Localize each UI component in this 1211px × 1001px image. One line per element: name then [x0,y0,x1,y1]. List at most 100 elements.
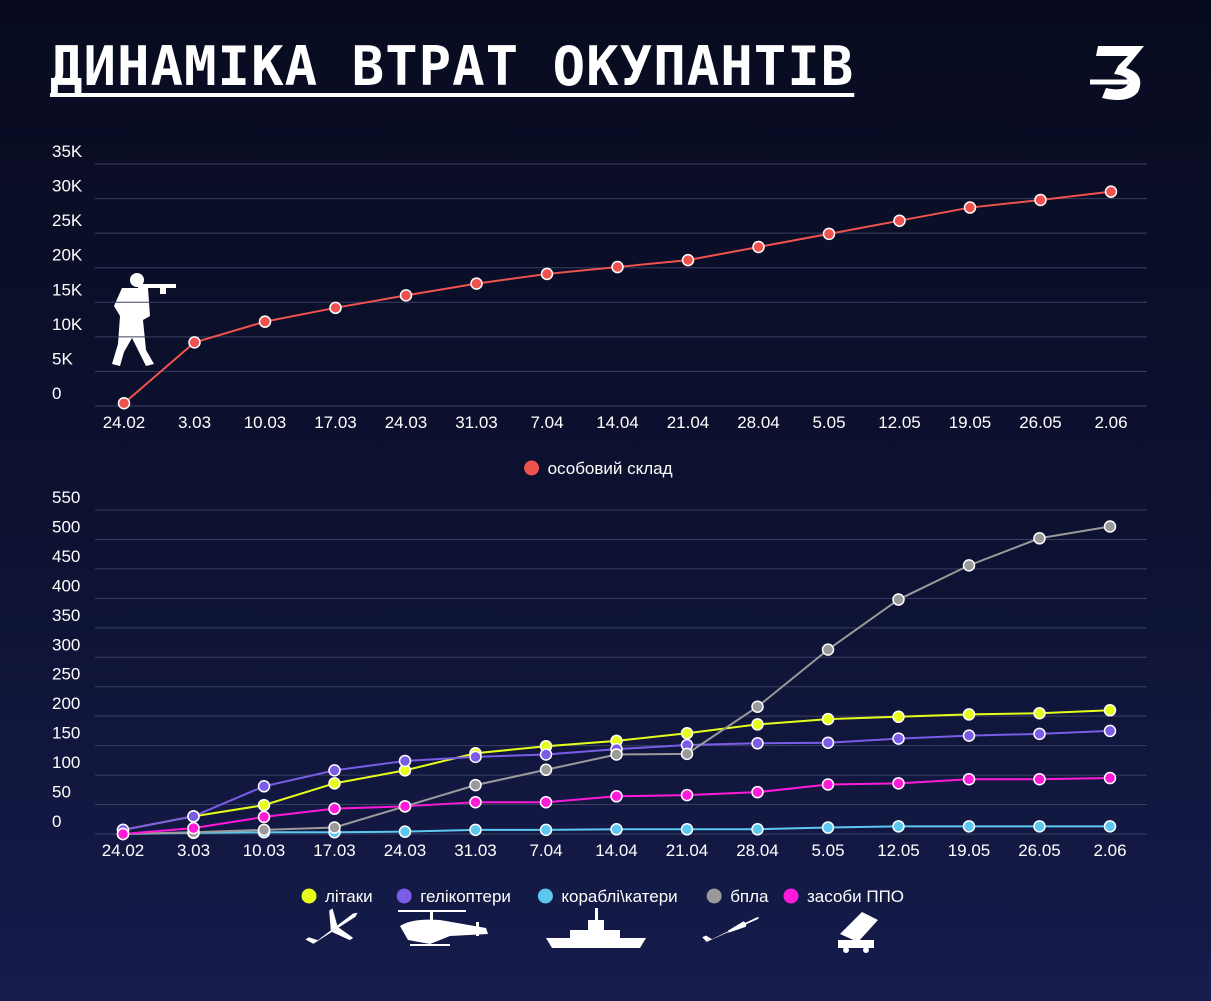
legend-marker [706,888,722,904]
data-point [539,823,553,837]
helicopter-icon [398,910,488,946]
data-point [257,798,271,812]
x-tick-label: 28.04 [736,841,779,860]
data-point [1034,193,1047,207]
data-point [751,718,764,731]
data-point [328,764,341,777]
legend-label: особовий склад [548,459,673,478]
data-point [893,214,906,227]
y-tick-label: 0 [52,384,61,403]
data-point [258,315,272,328]
x-tick-label: 12.05 [877,841,920,860]
x-tick-label: 3.03 [178,413,211,432]
data-point [470,277,483,290]
y-tick-label: 450 [52,547,80,566]
data-point [257,810,271,824]
data-point [1033,820,1046,833]
x-tick-label: 31.03 [455,413,498,432]
data-point [398,754,412,768]
legend-marker [783,888,799,904]
data-point [398,800,412,813]
x-tick-label: 7.04 [529,841,562,860]
data-point [892,777,905,790]
y-tick-label: 35K [52,142,83,161]
data-point [1033,772,1046,786]
x-tick-label: 14.04 [596,413,639,432]
ship-icon [546,908,646,948]
data-point [892,593,905,606]
x-tick-label: 12.05 [878,413,921,432]
data-point [399,289,413,302]
data-point [680,747,694,761]
data-point [1033,532,1046,545]
data-point [611,260,624,274]
legend-marker [537,888,553,904]
personnel-chart: 0 5K 10K 15K 20K 25K 30K 35K 24.02 3.03 10.03 17.0… [52,142,1147,478]
y-tick-label: 100 [52,753,80,772]
x-tick-label: 24.02 [103,413,146,432]
x-tick-label: 28.04 [737,413,780,432]
x-tick-label: 17.03 [314,413,357,432]
data-point [962,820,976,833]
data-point [398,825,412,838]
data-point [1103,820,1117,833]
x-tick-label: 2.06 [1094,413,1127,432]
data-point [962,708,976,721]
x-tick-label: 24.02 [102,841,145,860]
x-tick-label: 5.05 [811,841,844,860]
legend-label: засоби ППО [807,887,904,906]
x-tick-label: 10.03 [243,841,286,860]
legend-marker [396,888,412,904]
y-tick-label: 150 [52,724,80,743]
data-point [962,772,976,786]
data-point [539,795,553,809]
data-point [188,336,201,349]
x-tick-label: 5.05 [812,413,845,432]
data-point [1033,706,1046,720]
data-point [962,729,976,742]
logo-icon [1090,46,1144,100]
data-point [892,820,905,833]
data-point [1103,704,1117,717]
data-point [469,823,482,837]
x-tick-label: 21.04 [667,413,710,432]
data-point [751,700,764,714]
x-tick-label: 2.06 [1093,841,1126,860]
x-tick-label: 3.03 [177,841,210,860]
data-point [822,227,836,241]
soldier-icon [112,273,176,366]
data-point [821,821,835,834]
data-point [1103,520,1117,533]
y-tick-label: 15K [52,280,83,299]
y-tick-label: 20K [52,246,83,265]
x-tick-label: 24.03 [384,841,427,860]
data-point [1103,724,1117,738]
y-tick-label: 25K [52,211,83,230]
y-tick-label: 350 [52,606,80,625]
x-tick-label: 21.04 [666,841,709,860]
legend-marker [301,888,317,904]
series-line [122,525,1111,835]
y-tick-label: 400 [52,576,80,595]
page-title: ДИНАМІКА ВТРАТ ОКУПАНТІВ [50,35,855,98]
data-point [681,253,695,267]
equipment-icons [305,908,878,953]
y-tick-label: 200 [52,694,80,713]
data-point [328,821,341,834]
legend-label: бпла [730,887,769,906]
data-point [187,810,200,823]
y-tick-label: 0 [52,812,61,831]
data-point [751,785,764,799]
legend-label: гелікоптери [420,887,511,906]
y-tick-label: 300 [52,635,80,654]
x-tick-label: 26.05 [1018,841,1061,860]
data-point [1103,771,1117,785]
data-point [821,643,835,656]
y-tick-label: 550 [52,488,80,507]
data-point [680,727,694,740]
data-point [680,823,694,836]
drone-icon [702,917,760,943]
data-point [329,301,342,315]
legend-label: кораблі\катери [561,887,677,906]
x-tick-label: 19.05 [949,413,992,432]
